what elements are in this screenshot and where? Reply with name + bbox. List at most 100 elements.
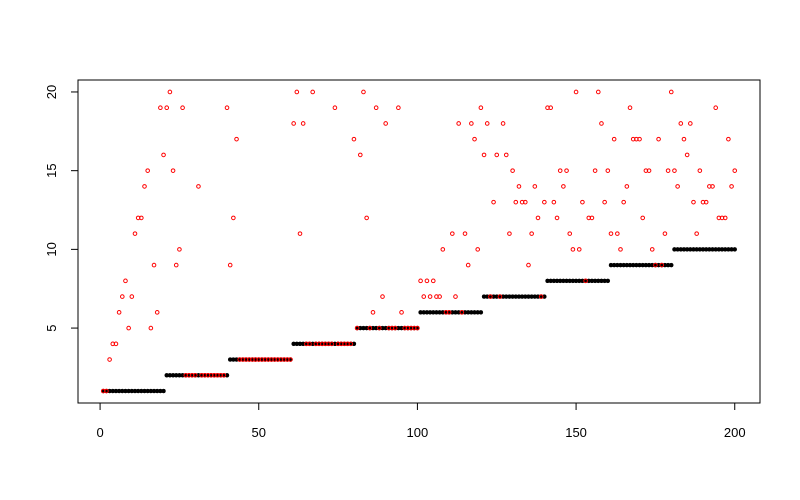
point	[170, 168, 176, 173]
point	[418, 278, 423, 284]
point	[192, 372, 198, 378]
point	[684, 152, 690, 158]
point	[167, 89, 173, 95]
point	[370, 310, 376, 315]
point	[158, 105, 163, 111]
point	[678, 121, 684, 126]
point	[427, 294, 433, 299]
point	[357, 152, 363, 158]
x-tick-label: 200	[724, 425, 746, 440]
point	[595, 89, 601, 95]
point	[611, 136, 617, 142]
point	[231, 215, 236, 221]
x-tick-label: 100	[407, 425, 429, 440]
point	[526, 262, 531, 268]
point	[151, 262, 157, 268]
point	[481, 152, 487, 158]
point	[354, 325, 360, 331]
point	[523, 199, 528, 205]
point	[491, 199, 496, 205]
point	[196, 184, 201, 189]
point	[297, 231, 303, 236]
point	[688, 121, 693, 126]
point	[145, 168, 150, 173]
point	[446, 310, 452, 315]
point	[351, 136, 357, 142]
point	[503, 152, 509, 158]
point	[500, 121, 506, 126]
point	[148, 325, 154, 331]
point	[542, 294, 547, 299]
point	[615, 231, 620, 236]
point	[475, 247, 481, 252]
point	[605, 168, 611, 173]
x-tick-label: 0	[96, 425, 103, 440]
point	[119, 294, 125, 299]
point	[291, 121, 296, 126]
x-tick-label: 50	[252, 425, 266, 440]
point	[437, 294, 442, 299]
point	[154, 310, 160, 315]
point	[132, 231, 138, 236]
point	[107, 357, 112, 362]
point	[640, 215, 646, 221]
point	[675, 184, 680, 189]
y-tick-label: 10	[44, 242, 59, 256]
point	[542, 199, 547, 205]
point	[732, 247, 737, 252]
point	[177, 247, 182, 252]
point	[732, 168, 738, 173]
point	[126, 325, 131, 331]
y-tick-label: 5	[44, 324, 59, 331]
point	[288, 357, 293, 362]
point	[469, 121, 474, 126]
point	[440, 247, 446, 252]
point	[139, 215, 144, 221]
point	[576, 247, 582, 252]
point	[573, 89, 579, 95]
point	[624, 184, 630, 189]
point	[507, 231, 512, 236]
point	[221, 372, 227, 378]
point	[669, 262, 674, 268]
point	[294, 89, 300, 95]
point	[513, 199, 519, 205]
point	[453, 294, 458, 299]
point	[307, 341, 312, 347]
point	[234, 136, 239, 142]
point	[361, 89, 366, 95]
point	[510, 168, 515, 173]
point	[646, 168, 652, 173]
point	[430, 278, 436, 284]
point	[599, 121, 604, 126]
point	[399, 310, 404, 315]
point	[538, 294, 544, 299]
point	[697, 168, 703, 173]
point	[116, 310, 122, 315]
point	[589, 215, 595, 221]
point	[494, 152, 500, 158]
point	[729, 184, 734, 189]
point	[424, 278, 430, 284]
point	[564, 168, 569, 173]
point	[662, 231, 668, 236]
point	[668, 89, 674, 95]
point	[722, 215, 728, 221]
x-tick-label: 150	[565, 425, 587, 440]
y-tick-label: 20	[44, 85, 59, 99]
point	[364, 215, 369, 221]
point	[161, 388, 166, 394]
point	[367, 325, 373, 331]
y-tick-label: 15	[44, 163, 59, 177]
point	[300, 121, 306, 126]
point	[703, 199, 709, 205]
point	[456, 121, 461, 126]
point	[554, 215, 560, 221]
point	[450, 231, 455, 236]
point	[665, 168, 671, 173]
plot-box	[77, 79, 761, 404]
point	[380, 294, 385, 299]
point	[113, 341, 119, 347]
point	[694, 231, 699, 236]
